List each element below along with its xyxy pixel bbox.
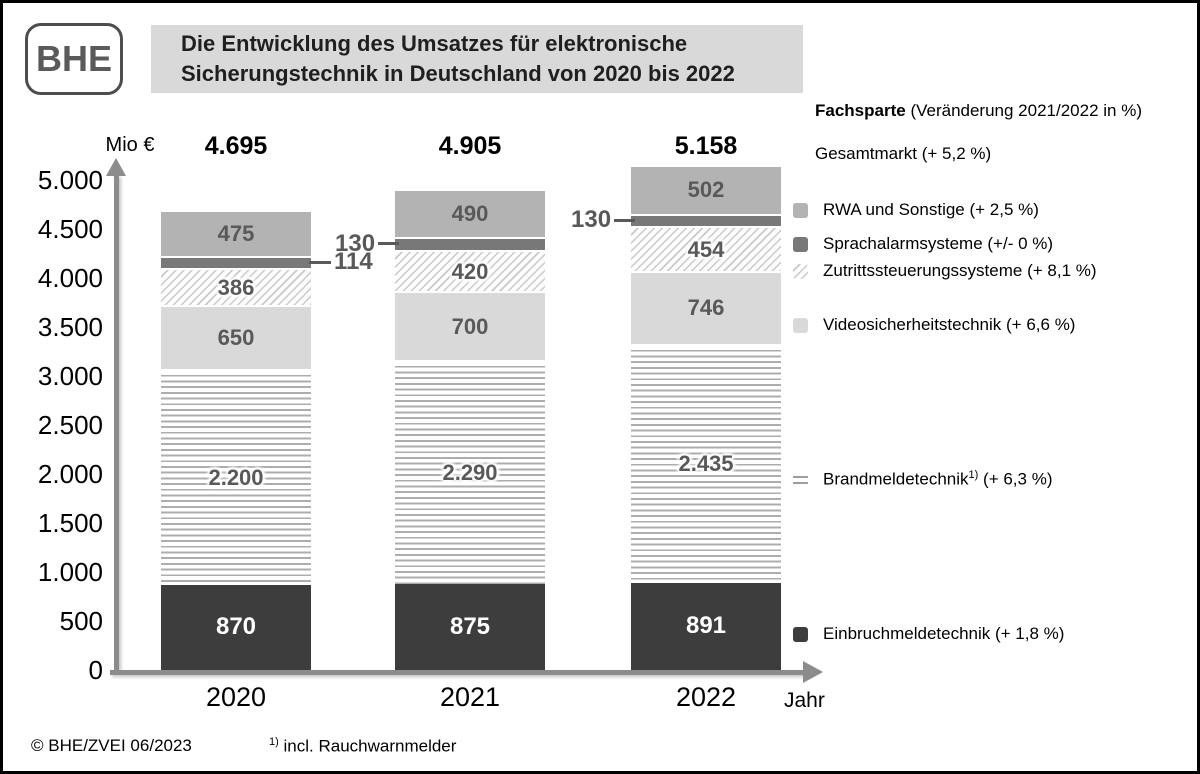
legend-header-title: Fachsparte: [815, 101, 906, 120]
bar-2021-einbruch-value: 875: [449, 613, 491, 641]
bar-2022-zutritt-value: 454: [687, 236, 725, 262]
legend-item-rwa: RWA und Sonstige (+ 2,5 %): [793, 197, 1039, 223]
y-axis-arrowhead-icon: [106, 158, 126, 176]
legend-header-note: (Veränderung 2021/2022 in %): [910, 101, 1142, 120]
bar-2022-sprach-callout: 130: [571, 205, 635, 235]
footnote-marker: 1): [269, 736, 279, 748]
y-tick-1.000: 1.000: [37, 557, 103, 587]
y-tick-4.500: 4.500: [37, 214, 103, 244]
bar-2020-einbruch-value: 870: [215, 613, 257, 641]
bar-2021-brand-value: 2.290: [442, 460, 498, 486]
bar-2020-zutritt-value: 386: [217, 274, 255, 300]
bar-2022-rwa-value: 502: [687, 177, 725, 203]
bar-2020-segment-zutritt: 386: [161, 267, 311, 306]
bar-2022-segment-video: 746: [631, 270, 781, 345]
bar-2022-brand-value: 2.435: [678, 451, 734, 477]
y-tick-0: 0: [88, 655, 103, 685]
bar-2020-segment-einbruch: 870: [161, 584, 311, 670]
y-tick-1.500: 1.500: [37, 508, 103, 538]
x-label-2021: 2021: [439, 682, 501, 712]
callout-line: [378, 242, 399, 246]
legend-item-video: Videosicherheitstechnik (+ 6,6 %): [793, 312, 1075, 338]
legend-item-brand: Brandmeldetechnik1) (+ 6,3 %): [793, 466, 1052, 492]
y-tick-3.000: 3.000: [37, 361, 103, 391]
total-2021: 4.905: [438, 132, 502, 160]
legend-header: Fachsparte (Veränderung 2021/2022 in %): [815, 101, 1142, 121]
bar-2021-sprach-callout: 130: [335, 229, 399, 259]
legend-gesamtmarkt: Gesamtmarkt (+ 5,2 %): [815, 144, 992, 163]
total-2020: 4.695: [204, 132, 268, 160]
bar-2020-brand-value: 2.200: [208, 464, 264, 490]
y-tick-2.500: 2.500: [37, 410, 103, 440]
legend-swatch-brand: [793, 471, 808, 487]
bar-2020-sprach-callout: 114: [309, 247, 373, 277]
y-tick-500: 500: [59, 606, 103, 636]
footnote: 1) incl. Rauchwarnmelder: [269, 736, 456, 757]
bar-2021-segment-video: 700: [395, 291, 545, 360]
bar-2020-segment-rwa: 475: [161, 209, 311, 257]
x-label-2022: 2022: [675, 682, 737, 712]
bar-2020-segment-video: 650: [161, 305, 311, 370]
chart-title: Die Entwicklung des Umsatzes für elektro…: [151, 25, 803, 93]
total-2022: 5.158: [674, 132, 738, 160]
bar-2020-rwa-value: 475: [217, 221, 255, 247]
bar-2021-segment-brand: 2.290: [395, 359, 545, 585]
bar-2020-video-value: 650: [217, 325, 255, 351]
callout-value: 114: [334, 248, 373, 276]
y-tick-3.500: 3.500: [37, 312, 103, 342]
legend-label-brand: Brandmeldetechnik1) (+ 6,3 %): [823, 468, 1053, 489]
bar-2021-rwa-value: 490: [451, 201, 489, 227]
legend-item-zutritt: Zutrittssteuerungssysteme (+ 8,1 %): [793, 258, 1097, 284]
callout-line: [614, 218, 635, 222]
legend-swatch-sprach: [793, 236, 808, 252]
bar-2021-segment-sprach: [395, 237, 545, 251]
callout-line: [309, 260, 331, 264]
bar-2022-segment-einbruch: 891: [631, 582, 781, 670]
y-axis-line: [114, 175, 119, 670]
legend-swatch-einbruch: [793, 626, 808, 642]
bar-2021-video-value: 700: [451, 313, 489, 339]
legend-label-rwa: RWA und Sonstige (+ 2,5 %): [823, 200, 1039, 219]
bar-2021-segment-rwa: 490: [395, 189, 545, 238]
plot-area: Mio € Jahr 5.000 4.500 4.000 3.500 3.000 2.50…: [3, 3, 1197, 771]
chart-title-line2: Sicherungstechnik in Deutschland von 202…: [181, 61, 735, 86]
bar-2020-segment-brand: 2.200: [161, 369, 311, 585]
bar-2022-segment-brand: 2.435: [631, 344, 781, 583]
legend-label-einbruch: Einbruchmeldetechnik (+ 1,8 %): [823, 624, 1065, 643]
legend-swatch-zutritt: [793, 263, 808, 279]
y-tick-5.000: 5.000: [37, 165, 103, 195]
bar-2022-video-value: 746: [687, 295, 725, 321]
bar-2021-segment-einbruch: 875: [395, 584, 545, 670]
chart-title-line1: Die Entwicklung des Umsatzes für elektro…: [181, 31, 688, 56]
x-label-2020: 2020: [205, 682, 267, 712]
bar-2021-zutritt-value: 420: [451, 258, 489, 284]
legend-item-sprach: Sprachalarmsysteme (+/- 0 %): [793, 231, 1053, 257]
legend-label-video: Videosicherheitstechnik (+ 6,6 %): [823, 315, 1076, 334]
bar-2021-segment-zutritt: 420: [395, 250, 545, 292]
bar-2022-segment-zutritt: 454: [631, 226, 781, 271]
callout-value: 130: [571, 206, 612, 234]
bhe-logo: BHE: [25, 23, 123, 95]
x-axis-line: [110, 670, 805, 675]
bar-2022-segment-sprach: [631, 213, 781, 227]
bar-2022-einbruch-value: 891: [685, 612, 727, 640]
x-axis-arrowhead-icon: [803, 661, 823, 683]
bar-2022-segment-rwa: 502: [631, 164, 781, 214]
legend-swatch-rwa: [793, 202, 808, 218]
copyright-text: © BHE/ZVEI 06/2023: [31, 736, 192, 755]
legend-item-einbruch: Einbruchmeldetechnik (+ 1,8 %): [793, 621, 1064, 647]
legend-label-zutritt: Zutrittssteuerungssysteme (+ 8,1 %): [823, 261, 1097, 280]
y-axis-unit-label: Mio €: [105, 134, 155, 156]
y-tick-2.000: 2.000: [37, 459, 103, 489]
footnote-text: incl. Rauchwarnmelder: [283, 736, 457, 756]
bar-2020-segment-sprach: [161, 256, 311, 268]
y-tick-4.000: 4.000: [37, 263, 103, 293]
x-axis-title: Jahr: [784, 689, 825, 712]
bhe-logo-text: BHE: [35, 38, 112, 79]
callout-value: 130: [335, 229, 376, 257]
legend-label-sprach: Sprachalarmsysteme (+/- 0 %): [823, 234, 1054, 253]
legend-swatch-video: [793, 317, 808, 333]
